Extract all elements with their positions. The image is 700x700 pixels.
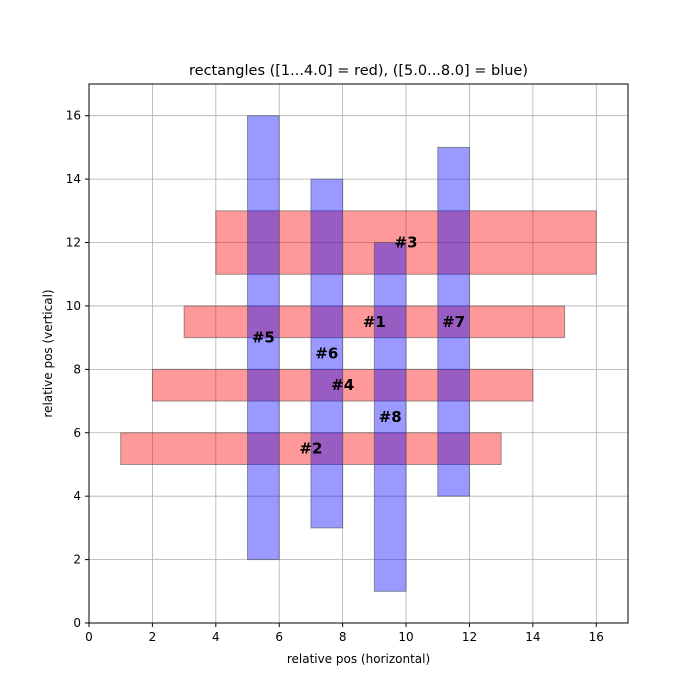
y-tick-label: 14	[66, 172, 81, 186]
x-tick-label: 12	[462, 630, 477, 644]
x-tick-label: 2	[149, 630, 157, 644]
axis-ticks: 0 2 4 6 8 10 12 14 16 0 2 4 6 8 10 12 14 16	[66, 109, 604, 644]
rectangle-label: #2	[299, 440, 322, 458]
x-tick-label: 14	[525, 630, 540, 644]
rectangle-label: #3	[395, 234, 418, 252]
chart-title: rectangles ([1...4.0] = red), ([5.0...8.…	[189, 63, 528, 79]
x-axis-label: relative pos (horizontal)	[287, 652, 430, 666]
x-tick-label: 6	[275, 630, 283, 644]
rectangle-labels: #1 #2 #3 #4 #5 #6 #7 #8	[252, 234, 465, 458]
plot-frame	[88, 83, 629, 624]
x-tick-label: 16	[589, 630, 604, 644]
rectangle-5-blue	[247, 115, 280, 561]
rectangle-7-blue	[437, 146, 470, 497]
y-tick-label: 0	[73, 616, 81, 630]
rectangles	[120, 115, 597, 592]
y-tick-label: 12	[66, 236, 81, 250]
y-tick-label: 4	[73, 489, 81, 503]
y-tick-label: 8	[73, 362, 81, 376]
y-tick-label: 2	[73, 553, 81, 567]
rectangle-8-blue	[373, 242, 407, 592]
y-axis-label: relative pos (vertical)	[41, 289, 55, 417]
y-tick-label: 16	[66, 109, 81, 123]
x-tick-label: 10	[398, 630, 413, 644]
rectangle-label: #4	[331, 376, 354, 394]
rectangle-label: #5	[252, 329, 275, 347]
rectangle-label: #7	[442, 313, 465, 331]
x-tick-label: 8	[339, 630, 347, 644]
x-tick-label: 0	[85, 630, 93, 644]
x-tick-label: 4	[212, 630, 220, 644]
rectangle-label: #8	[379, 408, 402, 426]
rectangle-6-blue	[310, 178, 344, 529]
y-tick-label: 10	[66, 299, 81, 313]
y-tick-label: 6	[73, 426, 81, 440]
rectangle-label: #1	[363, 313, 386, 331]
rectangle-label: #6	[315, 345, 338, 363]
